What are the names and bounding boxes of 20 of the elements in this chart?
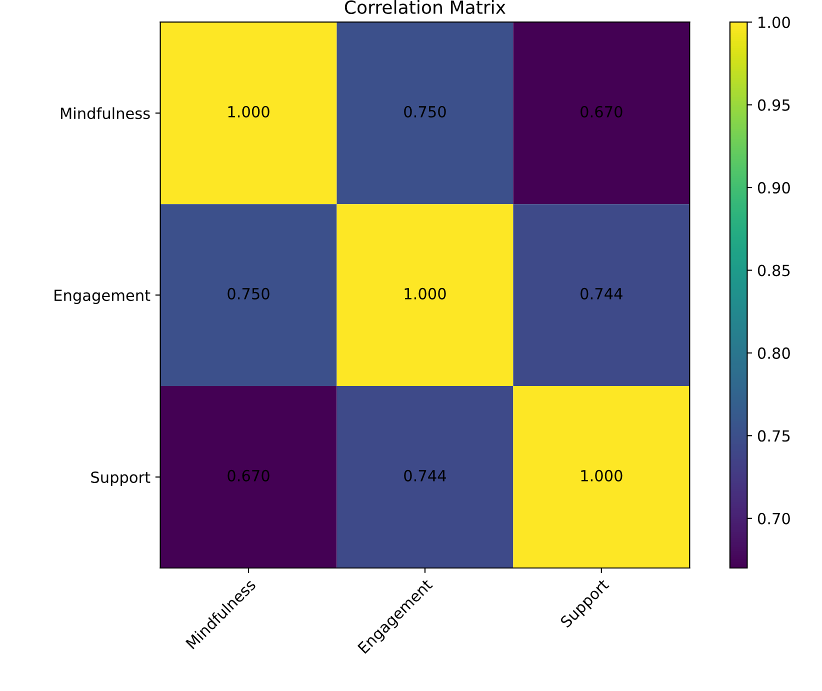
- color-bar-label: 0.80: [758, 347, 790, 359]
- color-bar-label: 0.95: [758, 99, 790, 111]
- y-tick-label: Engagement: [54, 290, 150, 304]
- color-bar-label: 0.75: [758, 430, 790, 442]
- data-label: 0.750: [404, 106, 446, 118]
- data-label: 0.750: [228, 288, 270, 300]
- data-label: 0.744: [404, 470, 446, 482]
- y-tick-label: Mindfulness: [60, 107, 150, 120]
- data-label: 0.670: [228, 470, 270, 482]
- data-label: 0.744: [580, 288, 622, 300]
- chart-title: Correlation Matrix: [344, 0, 506, 14]
- color-bar-label: 1.00: [758, 16, 790, 28]
- data-label: 0.670: [580, 106, 622, 118]
- data-label: 1.000: [228, 106, 270, 118]
- color-bar-label: 0.85: [758, 264, 790, 276]
- y-tick-label: Support: [91, 471, 150, 486]
- data-label: 1.000: [581, 470, 622, 482]
- color-bar-label: 0.90: [758, 182, 790, 194]
- data-label: 1.000: [404, 288, 446, 300]
- color-bar-label: 0.70: [758, 512, 790, 524]
